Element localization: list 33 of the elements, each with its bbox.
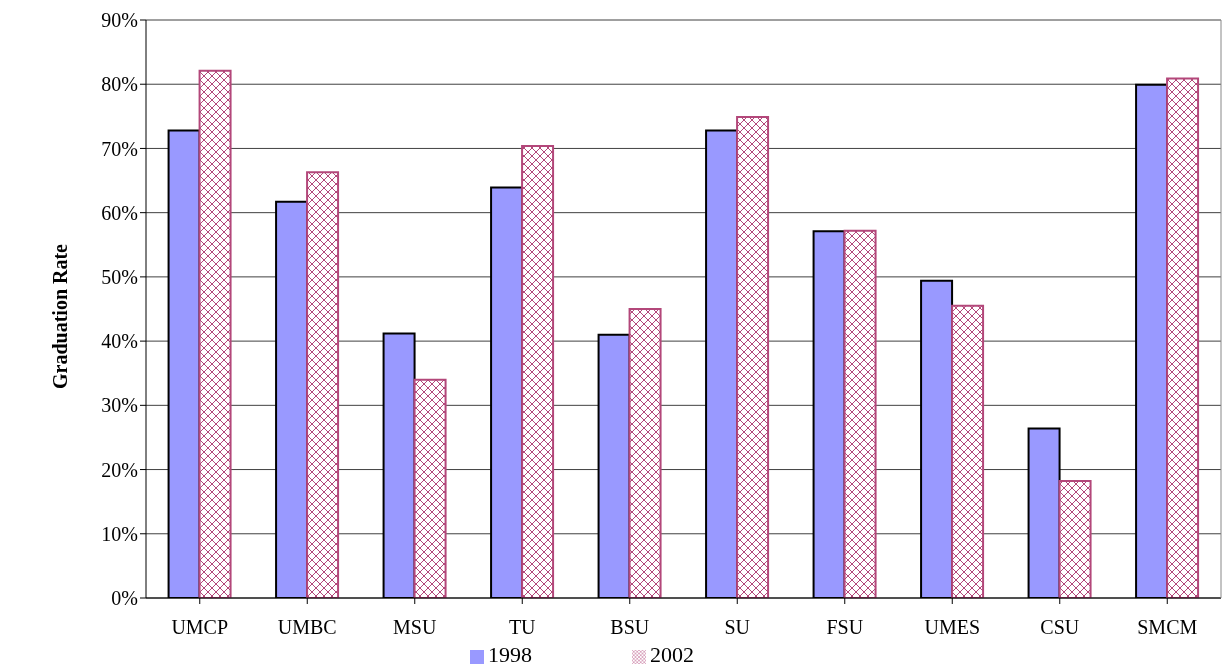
x-tick-label: SU — [724, 616, 751, 639]
x-tick-label: FSU — [826, 616, 864, 639]
x-tick-label: TU — [508, 616, 537, 639]
x-tick-label: MSU — [393, 616, 437, 639]
x-tick-label: CSU — [1040, 616, 1080, 639]
y-tick-label: 60% — [101, 201, 138, 224]
y-tick-label: 0% — [111, 587, 138, 610]
y-tick-label: 30% — [101, 394, 138, 417]
bar — [1058, 480, 1092, 598]
y-tick-label: 70% — [101, 137, 138, 160]
y-tick-label: 20% — [101, 458, 138, 481]
y-tick-label: 80% — [101, 73, 138, 96]
legend-label: 1998 — [488, 642, 532, 667]
y-tick-label: 50% — [101, 265, 138, 288]
x-tick-label: UMBC — [277, 616, 337, 639]
bar — [306, 171, 340, 598]
y-axis-title: Graduation Rate — [49, 243, 72, 389]
legend-label: 2002 — [650, 642, 694, 667]
bar — [951, 304, 985, 598]
x-tick-label: UMCP — [171, 616, 229, 639]
y-tick-label: 10% — [101, 522, 138, 545]
bar — [1166, 77, 1200, 598]
bar — [628, 308, 662, 598]
bar — [198, 69, 232, 598]
bar — [413, 378, 447, 598]
x-tick-label: BSU — [610, 616, 650, 639]
x-tick-label: UMES — [924, 616, 981, 639]
bar — [521, 144, 555, 598]
y-tick-label: 40% — [101, 330, 138, 353]
y-tick-label: 90% — [101, 9, 138, 32]
x-tick-label: SMCM — [1137, 616, 1198, 639]
bar — [736, 115, 770, 598]
bar — [843, 229, 877, 598]
